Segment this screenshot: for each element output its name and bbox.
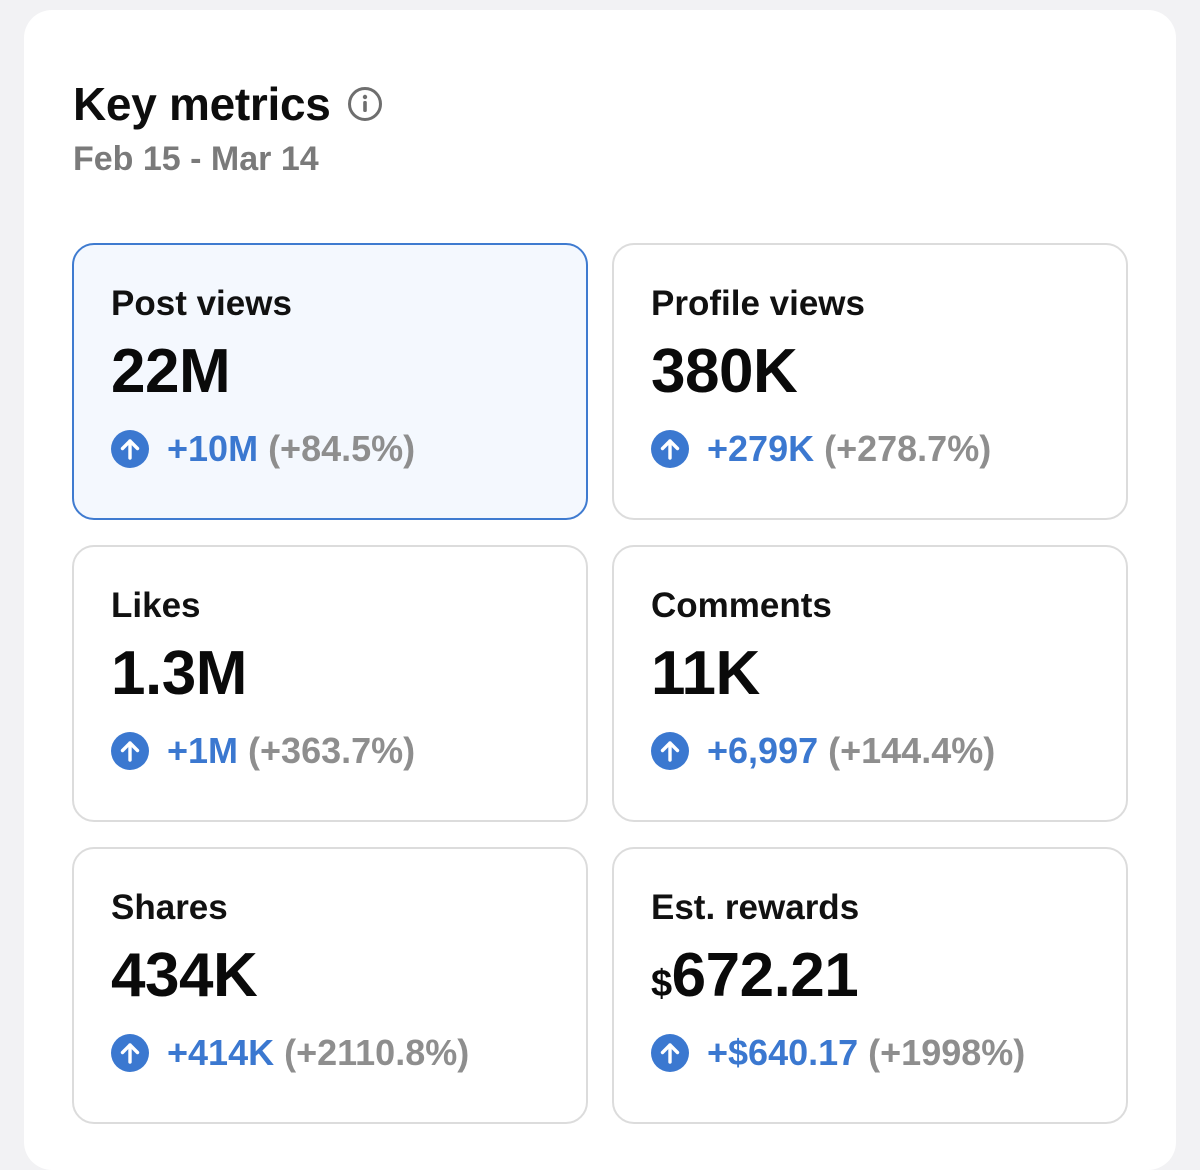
metric-delta: +1M (+363.7%) <box>111 729 586 773</box>
metric-value-number: 22M <box>111 337 231 406</box>
metric-currency: $ <box>651 963 672 1005</box>
metric-card-profile-views[interactable]: Profile views 380K +279K (+278.7%) <box>612 243 1128 520</box>
arrow-up-circle-icon <box>111 732 149 770</box>
metric-label: Comments <box>651 586 832 625</box>
metric-delta: +414K (+2110.8%) <box>111 1031 586 1075</box>
metric-value-number: 380K <box>651 337 798 406</box>
metric-delta: +$640.17 (+1998%) <box>651 1031 1126 1075</box>
metric-delta-percent: (+278.7%) <box>824 428 992 469</box>
metric-delta-percent: (+144.4%) <box>828 730 996 771</box>
metric-value-number: 434K <box>111 941 258 1010</box>
title-row: Key metrics <box>73 78 383 130</box>
metric-label: Shares <box>111 888 228 927</box>
key-metrics-panel: Key metrics Feb 15 - Mar 14 Post views 2… <box>24 10 1176 1170</box>
metric-card-est-rewards[interactable]: Est. rewards $672.21 +$640.17 (+1998%) <box>612 847 1128 1124</box>
metric-card-comments[interactable]: Comments 11K +6,997 (+144.4%) <box>612 545 1128 822</box>
arrow-up-circle-icon <box>651 430 689 468</box>
info-icon[interactable] <box>347 86 383 122</box>
metric-value: 1.3M <box>111 639 586 709</box>
metric-value: $672.21 <box>651 941 1126 1011</box>
metrics-grid: Post views 22M +10M (+84.5%) Profile vie… <box>72 243 1128 1124</box>
metric-card-shares[interactable]: Shares 434K +414K (+2110.8%) <box>72 847 588 1124</box>
arrow-up-circle-icon <box>111 430 149 468</box>
metric-delta-percent: (+2110.8%) <box>284 1032 470 1073</box>
metric-delta-percent: (+363.7%) <box>248 730 416 771</box>
metric-value: 22M <box>111 337 586 407</box>
metric-delta-absolute: +414K <box>167 1032 275 1073</box>
metric-label: Profile views <box>651 284 865 323</box>
arrow-up-circle-icon <box>651 732 689 770</box>
metric-label: Likes <box>111 586 201 625</box>
key-metrics-header: Key metrics Feb 15 - Mar 14 <box>73 78 383 179</box>
metric-delta-percent: (+1998%) <box>868 1032 1026 1073</box>
metric-delta-absolute: +$640.17 <box>707 1032 859 1073</box>
metric-value-number: 672.21 <box>671 941 859 1010</box>
metric-value-number: 11K <box>651 639 760 708</box>
arrow-up-circle-icon <box>111 1034 149 1072</box>
metric-delta-absolute: +6,997 <box>707 730 819 771</box>
metric-delta: +6,997 (+144.4%) <box>651 729 1126 773</box>
metric-delta-absolute: +279K <box>707 428 815 469</box>
metric-card-likes[interactable]: Likes 1.3M +1M (+363.7%) <box>72 545 588 822</box>
metric-label: Post views <box>111 284 292 323</box>
arrow-up-circle-icon <box>651 1034 689 1072</box>
metric-delta-absolute: +1M <box>167 730 239 771</box>
metric-value: 434K <box>111 941 586 1011</box>
metric-delta: +279K (+278.7%) <box>651 427 1126 471</box>
metric-value: 11K <box>651 639 1126 709</box>
page-title: Key metrics <box>73 78 331 130</box>
metric-card-post-views[interactable]: Post views 22M +10M (+84.5%) <box>72 243 588 520</box>
metric-delta-percent: (+84.5%) <box>268 428 416 469</box>
metric-delta-absolute: +10M <box>167 428 259 469</box>
metric-delta: +10M (+84.5%) <box>111 427 586 471</box>
metric-value-number: 1.3M <box>111 639 247 708</box>
metric-value: 380K <box>651 337 1126 407</box>
metric-label: Est. rewards <box>651 888 860 927</box>
date-range: Feb 15 - Mar 14 <box>73 140 319 178</box>
